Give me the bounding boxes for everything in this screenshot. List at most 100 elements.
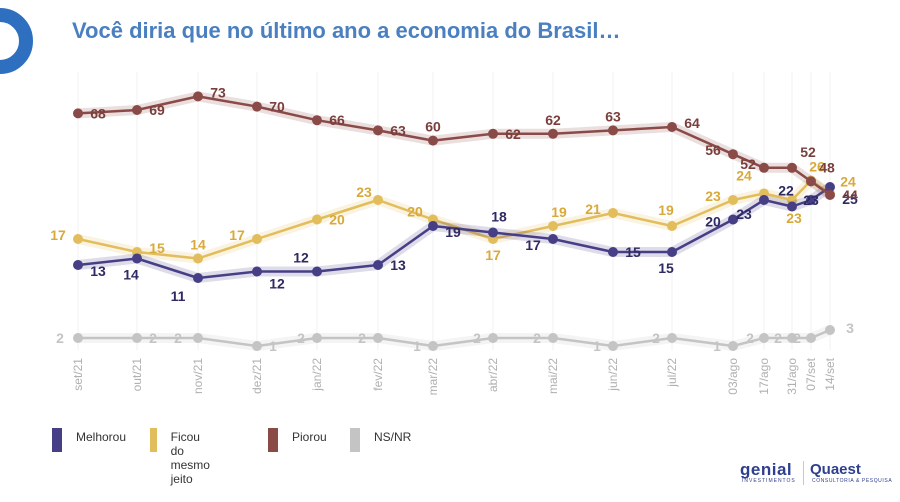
data-point-piorou [825, 190, 835, 200]
data-label-nsnr: 1 [413, 338, 421, 354]
data-point-melhorou [759, 195, 769, 205]
data-point-melhorou [728, 214, 738, 225]
data-label-ficou: 19 [658, 202, 674, 218]
data-point-piorou [728, 149, 738, 160]
data-label-melhorou: 14 [123, 267, 139, 283]
data-point-piorou [608, 125, 618, 136]
data-point-melhorou [252, 266, 262, 277]
legend-item-ficou: Ficou do mesmo jeito [150, 426, 213, 486]
data-point-nsnr [667, 333, 677, 343]
data-label-melhorou: 23 [803, 192, 819, 208]
quaest-logo-subtitle: CONSULTORIA & PESQUISA [812, 478, 893, 484]
data-label-piorou: 48 [819, 159, 835, 175]
data-point-nsnr [806, 333, 816, 343]
x-tick-label: set/21 [71, 358, 85, 391]
data-label-nsnr: 1 [593, 338, 601, 354]
data-label-nsnr: 2 [774, 330, 782, 346]
data-point-nsnr [73, 333, 83, 343]
data-point-nsnr [787, 333, 797, 343]
data-point-nsnr [252, 341, 262, 351]
x-tick-label: nov/21 [191, 358, 205, 394]
data-point-melhorou [825, 182, 835, 192]
legend-label-melhorou: Melhorou [76, 430, 127, 444]
data-label-ficou: 20 [407, 204, 423, 220]
data-point-ficou [252, 234, 262, 244]
data-label-nsnr: 1 [269, 338, 277, 354]
data-point-melhorou [73, 260, 83, 270]
data-label-melhorou: 13 [390, 257, 406, 273]
brand-ring-icon [0, 8, 33, 74]
data-label-ficou: 23 [786, 210, 802, 226]
data-label-melhorou: 19 [445, 224, 461, 240]
x-tick-label: fev/22 [371, 358, 385, 391]
data-point-nsnr [608, 341, 618, 351]
data-point-piorou [252, 101, 262, 112]
x-tick-label: mar/22 [426, 358, 440, 396]
data-label-piorou: 68 [90, 105, 106, 121]
data-point-nsnr [132, 333, 142, 343]
legend-item-melhorou: Melhorou [52, 426, 126, 452]
data-point-piorou [132, 105, 142, 115]
data-point-piorou [548, 128, 558, 139]
data-label-melhorou: 23 [736, 206, 752, 222]
x-tick-label: jun/22 [606, 358, 620, 392]
data-label-ficou: 23 [356, 184, 372, 200]
data-label-ficou: 17 [229, 227, 245, 243]
data-label-nsnr: 2 [746, 330, 754, 346]
data-label-melhorou: 18 [491, 209, 507, 225]
data-point-nsnr [373, 333, 383, 343]
data-label-piorou: 66 [329, 112, 345, 128]
legend-swatch-piorou [268, 428, 278, 452]
data-point-piorou [806, 176, 816, 187]
data-label-melhorou: 11 [171, 288, 186, 304]
data-label-melhorou: 12 [269, 276, 285, 292]
data-label-piorou: 56 [705, 142, 721, 158]
data-label-piorou: 52 [800, 144, 816, 160]
x-tick-label: 17/ago [757, 358, 771, 395]
legend-item-nsnr: NS/NR [350, 426, 411, 452]
data-label-nsnr: 2 [533, 330, 541, 346]
brand-divider [803, 461, 804, 485]
data-label-nsnr: 3 [846, 320, 854, 336]
data-point-melhorou [193, 273, 203, 283]
data-label-nsnr: 2 [174, 330, 182, 346]
data-label-piorou: 60 [425, 119, 441, 135]
data-label-nsnr: 2 [793, 330, 801, 346]
data-point-piorou [488, 128, 498, 139]
data-point-melhorou [806, 195, 816, 205]
series-line-melhorou [77, 185, 831, 280]
data-label-piorou: 70 [269, 99, 285, 115]
x-tick-label: dez/21 [250, 358, 264, 394]
data-point-nsnr [428, 341, 438, 351]
data-label-ficou: 20 [329, 212, 345, 228]
data-point-melhorou [608, 247, 618, 257]
data-point-nsnr [193, 333, 203, 343]
data-label-ficou: 24 [736, 168, 752, 184]
data-label-piorou: 69 [149, 102, 165, 118]
genial-logo-subtitle: INVESTIMENTOS [742, 478, 796, 484]
x-tick-label: abr/22 [486, 358, 500, 392]
data-point-ficou [667, 221, 677, 231]
data-point-ficou [548, 221, 558, 231]
x-tick-label: 03/ago [726, 358, 740, 395]
data-label-piorou: 44 [842, 187, 858, 203]
data-label-nsnr: 2 [652, 330, 660, 346]
x-tick-label: 31/ago [785, 358, 799, 395]
data-point-melhorou [548, 234, 558, 244]
data-point-nsnr [825, 325, 835, 335]
data-point-melhorou [428, 221, 438, 231]
data-label-ficou: 17 [50, 227, 66, 243]
legend-label-nsnr: NS/NR [374, 430, 412, 444]
data-label-ficou: 24 [840, 174, 856, 190]
data-label-melhorou: 13 [90, 263, 106, 279]
data-point-piorou [428, 135, 438, 146]
data-label-nsnr: 2 [149, 330, 157, 346]
data-point-piorou [759, 162, 769, 173]
data-label-ficou: 17 [485, 247, 501, 263]
data-point-piorou [787, 162, 797, 173]
data-label-melhorou: 12 [293, 250, 309, 266]
data-label-ficou: 15 [149, 240, 165, 256]
x-tick-label: jan/22 [310, 358, 324, 392]
